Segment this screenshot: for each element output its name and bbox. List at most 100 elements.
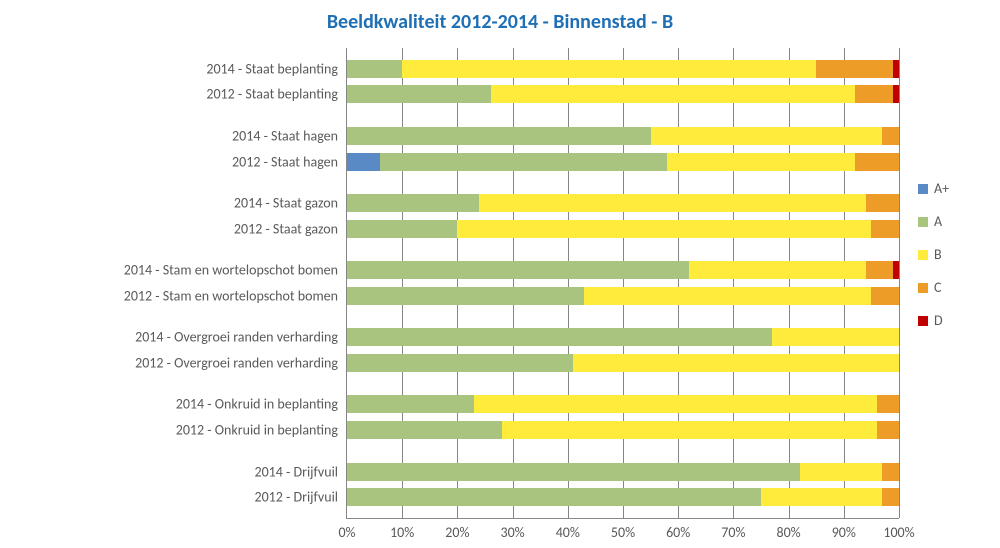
category-label: 2012 - Overgroei randen verharding: [135, 355, 338, 372]
bar-segment-a: [347, 354, 573, 372]
category-label: 2014 - Onkruid in beplanting: [176, 396, 338, 413]
bar-segment-a: [380, 153, 667, 171]
legend-swatch: [918, 283, 928, 293]
legend-label: A+: [934, 180, 949, 197]
plot-area: 0%10%20%30%40%50%60%70%80%90%100%: [346, 48, 899, 519]
bar-segment-b: [584, 287, 871, 305]
legend-swatch: [918, 316, 928, 326]
bar-segment-b: [502, 421, 877, 439]
bar-segment-c: [855, 153, 899, 171]
gridline: [513, 48, 514, 518]
legend-item: D: [918, 312, 949, 329]
bar-segment-a: [347, 463, 800, 481]
x-tick-label: 70%: [721, 524, 745, 541]
gridline: [733, 48, 734, 518]
bar-segment-aplus: [347, 153, 380, 171]
category-label: 2012 - Staat gazon: [234, 220, 338, 237]
bar-segment-a: [347, 421, 502, 439]
bar-segment-c: [871, 287, 899, 305]
chart-title: Beeldkwaliteit 2012-2014 - Binnenstad - …: [0, 10, 1000, 34]
bar-segment-a: [347, 127, 651, 145]
bar-segment-a: [347, 60, 402, 78]
bar-segment-b: [402, 60, 816, 78]
x-tick-label: 90%: [832, 524, 856, 541]
gridline: [789, 48, 790, 518]
bar-row: [347, 194, 899, 212]
bar-segment-b: [761, 488, 882, 506]
bar-row: [347, 261, 899, 279]
bar-segment-b: [772, 328, 899, 346]
bar-segment-c: [816, 60, 893, 78]
gridline: [678, 48, 679, 518]
bar-row: [347, 354, 899, 372]
bar-segment-a: [347, 85, 491, 103]
x-tick-label: 20%: [445, 524, 469, 541]
bar-segment-b: [651, 127, 883, 145]
bar-segment-a: [347, 395, 474, 413]
y-axis-labels: 2014 - Staat beplanting 2012 - Staat bepl…: [0, 48, 346, 518]
x-tick-label: 50%: [611, 524, 635, 541]
category-label: 2012 - Onkruid in beplanting: [176, 422, 338, 439]
bar-segment-a: [347, 220, 457, 238]
bar-segment-a: [347, 261, 689, 279]
bar-row: [347, 328, 899, 346]
bar-row: [347, 395, 899, 413]
bar-segment-b: [689, 261, 866, 279]
bar-segment-b: [800, 463, 883, 481]
bar-segment-d: [893, 60, 899, 78]
category-label: 2012 - Drijfvuil: [254, 489, 338, 506]
x-tick-label: 30%: [500, 524, 524, 541]
bar-row: [347, 488, 899, 506]
category-label: 2012 - Staat beplanting: [206, 86, 338, 103]
gridline: [457, 48, 458, 518]
legend-item: B: [918, 246, 949, 263]
x-tick-label: 10%: [390, 524, 414, 541]
chart-container: Beeldkwaliteit 2012-2014 - Binnenstad - …: [0, 0, 1000, 548]
category-label: 2012 - Staat hagen: [232, 153, 338, 170]
bar-segment-c: [877, 395, 899, 413]
x-tick-label: 0%: [338, 524, 355, 541]
category-label: 2014 - Stam en wortelopschot bomen: [124, 262, 338, 279]
bar-segment-c: [855, 85, 894, 103]
x-tick-label: 100%: [883, 524, 914, 541]
bar-segment-b: [667, 153, 855, 171]
legend-item: C: [918, 279, 949, 296]
gridline: [844, 48, 845, 518]
bar-segment-c: [882, 488, 899, 506]
bar-segment-b: [474, 395, 877, 413]
category-label: 2014 - Staat beplanting: [206, 60, 338, 77]
x-tick-label: 40%: [556, 524, 580, 541]
bar-segment-a: [347, 328, 772, 346]
legend-label: B: [934, 246, 942, 263]
bar-segment-c: [882, 127, 899, 145]
legend-item: A+: [918, 180, 949, 197]
bar-segment-a: [347, 194, 479, 212]
bar-row: [347, 463, 899, 481]
gridline: [568, 48, 569, 518]
bar-segment-c: [866, 261, 894, 279]
bar-row: [347, 220, 899, 238]
bar-segment-d: [893, 85, 899, 103]
bar-segment-b: [457, 220, 871, 238]
bar-segment-c: [871, 220, 899, 238]
legend-label: A: [934, 213, 942, 230]
legend-label: D: [934, 312, 943, 329]
bar-segment-b: [573, 354, 899, 372]
category-label: 2014 - Staat hagen: [232, 127, 338, 144]
category-label: 2014 - Drijfvuil: [254, 463, 338, 480]
bar-row: [347, 421, 899, 439]
bar-row: [347, 287, 899, 305]
x-tick-label: 60%: [666, 524, 690, 541]
legend: A+ ABCD: [918, 180, 949, 345]
gridline: [899, 48, 900, 518]
bar-row: [347, 60, 899, 78]
bar-segment-c: [882, 463, 899, 481]
bar-segment-d: [893, 261, 899, 279]
legend-swatch: [918, 184, 928, 194]
gridline: [623, 48, 624, 518]
bar-segment-b: [479, 194, 865, 212]
legend-label: C: [934, 279, 941, 296]
bar-row: [347, 85, 899, 103]
bar-segment-c: [866, 194, 899, 212]
category-label: 2014 - Staat gazon: [234, 194, 338, 211]
